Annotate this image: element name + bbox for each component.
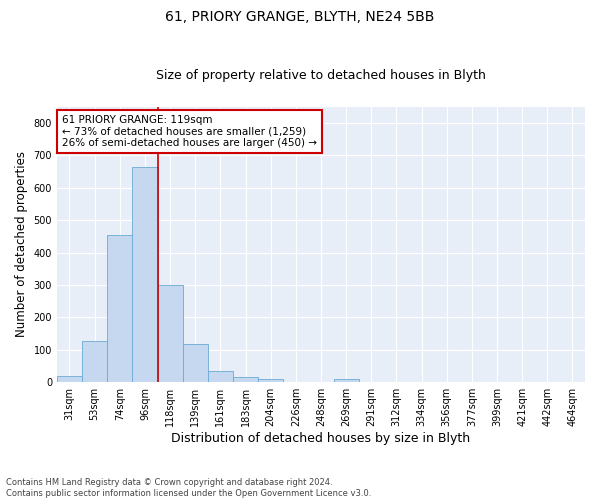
X-axis label: Distribution of detached houses by size in Blyth: Distribution of detached houses by size … [172,432,470,445]
Bar [334,379,359,382]
Bar [182,344,208,382]
Text: 61 PRIORY GRANGE: 119sqm
← 73% of detached houses are smaller (1,259)
26% of sem: 61 PRIORY GRANGE: 119sqm ← 73% of detach… [62,115,317,148]
Bar [258,379,283,382]
Y-axis label: Number of detached properties: Number of detached properties [15,152,28,338]
Bar [133,166,158,382]
Bar [158,285,182,382]
Title: Size of property relative to detached houses in Blyth: Size of property relative to detached ho… [156,69,486,82]
Bar [233,378,258,382]
Text: 61, PRIORY GRANGE, BLYTH, NE24 5BB: 61, PRIORY GRANGE, BLYTH, NE24 5BB [166,10,434,24]
Bar [107,235,133,382]
Bar [57,376,82,382]
Text: Contains HM Land Registry data © Crown copyright and database right 2024.
Contai: Contains HM Land Registry data © Crown c… [6,478,371,498]
Bar [208,371,233,382]
Bar [82,340,107,382]
